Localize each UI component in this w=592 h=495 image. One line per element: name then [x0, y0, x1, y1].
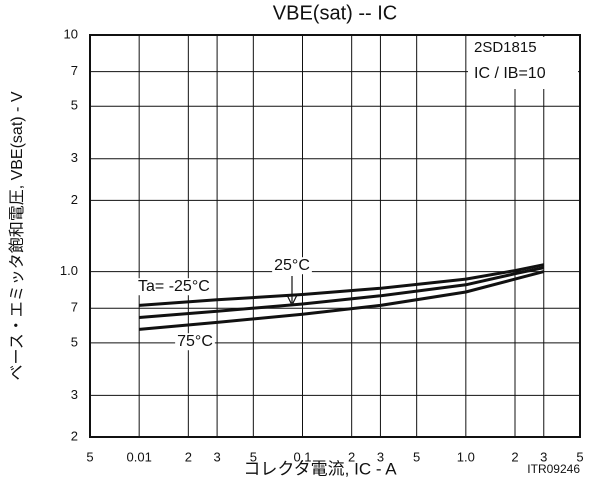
- x-tick-label: 0.1: [293, 449, 311, 464]
- curves: [139, 263, 545, 331]
- series-line: [139, 266, 545, 319]
- y-tick-label: 5: [71, 98, 78, 113]
- y-tick-label: 1.0: [60, 263, 78, 278]
- y-tick-label: 3: [71, 150, 78, 165]
- y-tick-label: 3: [71, 387, 78, 402]
- label-background: [136, 278, 212, 296]
- x-tick-label: 3: [213, 449, 220, 464]
- x-tick-label: 1.0: [457, 449, 475, 464]
- x-tick-label: 5: [413, 449, 420, 464]
- chart-title: VBE(sat) -- IC: [273, 2, 397, 24]
- series-label: 75°C: [177, 333, 213, 350]
- x-tick-label: 5: [576, 449, 583, 464]
- y-tick-label: 2: [71, 192, 78, 207]
- y-tick-label: 7: [71, 63, 78, 78]
- x-tick-label: 3: [540, 449, 547, 464]
- x-tick-label: 3: [377, 449, 384, 464]
- y-axis-label: ベース・エミッタ飽和電圧, VBE(sat) - V: [8, 91, 26, 380]
- y-tick-label: 7: [71, 300, 78, 315]
- annotation-box: [468, 37, 578, 89]
- annotation: IC / IB=10: [474, 65, 546, 82]
- label-background: [272, 257, 312, 275]
- y-tick-label: 2: [71, 428, 78, 443]
- y-tick-label: 5: [71, 334, 78, 349]
- label-background: [175, 333, 215, 351]
- x-tick-label: 0.01: [127, 449, 152, 464]
- series-line: [139, 263, 545, 307]
- series-label: 25°C: [274, 257, 310, 274]
- x-tick-label: 5: [86, 449, 93, 464]
- x-tick-label: 2: [511, 449, 518, 464]
- x-tick-label: 2: [185, 449, 192, 464]
- x-tick-label: 2: [348, 449, 355, 464]
- annotation: ITR09246: [527, 462, 580, 476]
- x-axis-label: コレクタ電流, IC - A: [243, 459, 397, 478]
- series-labels: Ta= -25°C 25°C 75°C: [136, 257, 312, 351]
- annotation: 2SD1815: [474, 39, 537, 56]
- series-line: [139, 270, 545, 331]
- x-tick-label: 5: [250, 449, 257, 464]
- plot-frame: [89, 34, 581, 438]
- series-label: Ta= -25°C: [138, 278, 210, 295]
- y-tick-label: 10: [64, 26, 78, 41]
- arrow-head: [286, 294, 298, 307]
